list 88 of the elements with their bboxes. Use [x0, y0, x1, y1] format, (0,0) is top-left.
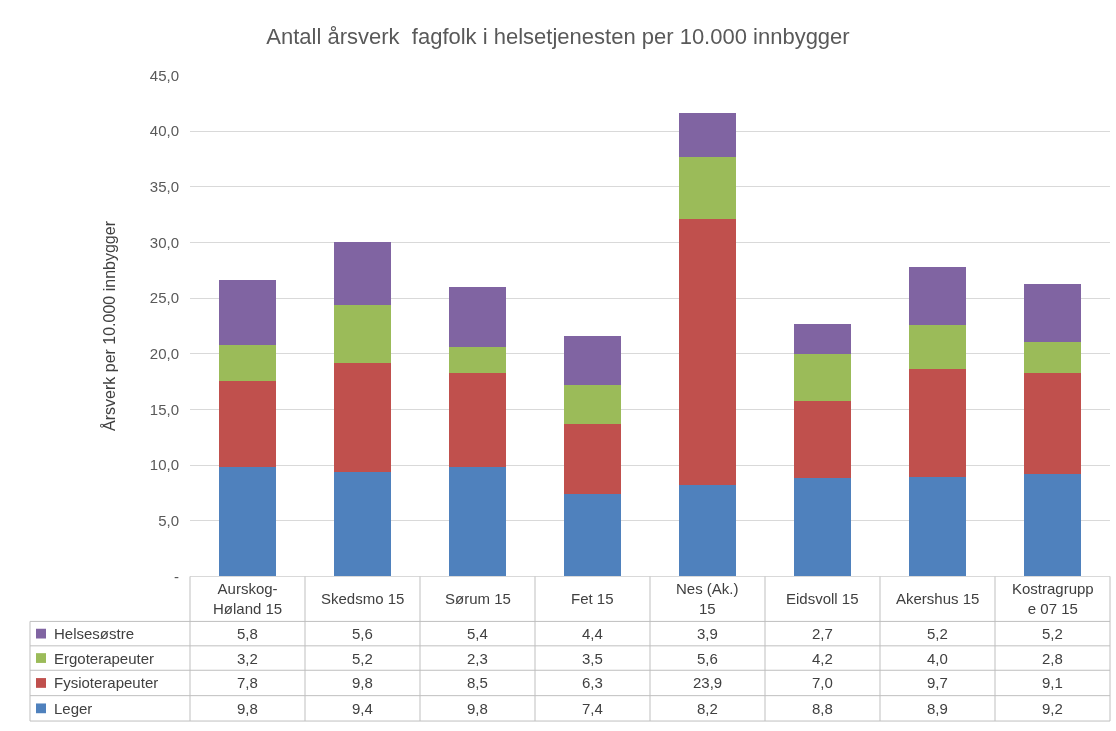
data-label: 9,2: [1042, 700, 1063, 717]
data-label: 9,7: [927, 674, 948, 691]
bar: [333, 471, 392, 577]
bar: [563, 494, 622, 577]
bar: [793, 400, 852, 479]
legend-label: Ergoterapeuter: [54, 650, 155, 667]
bar: [678, 113, 737, 157]
data-label: 7,8: [237, 674, 258, 691]
x-tick-label: Eidsvoll 15: [786, 590, 859, 607]
y-tick-label: 25,0: [149, 289, 179, 307]
data-label: 5,4: [467, 625, 488, 642]
bar: [793, 353, 852, 401]
bar: [908, 324, 967, 370]
bar: [448, 286, 507, 348]
x-tick-label: Sørum 15: [445, 590, 511, 607]
y-tick-label: -: [174, 567, 179, 585]
legend-label: Leger: [54, 700, 93, 717]
bar: [218, 280, 277, 345]
x-tick-label: Aurskog-Høland 15: [213, 580, 283, 617]
bar: [678, 219, 737, 486]
bar: [448, 347, 507, 373]
data-label: 4,4: [582, 625, 603, 642]
data-label: 5,2: [927, 625, 948, 642]
bar: [908, 369, 967, 478]
y-tick-label: 15,0: [149, 400, 179, 418]
bar: [678, 485, 737, 577]
y-tick-label: 20,0: [149, 345, 179, 363]
y-tick-label: 45,0: [149, 66, 179, 84]
data-label: 7,4: [582, 700, 603, 717]
data-label: 9,4: [352, 700, 373, 717]
x-tick-label: Kostragruppe 07 15: [1012, 580, 1094, 617]
x-tick-label: Fet 15: [571, 590, 614, 607]
x-tick-label: Skedsmo 15: [321, 590, 405, 607]
bar: [1023, 372, 1082, 475]
data-label: 23,9: [693, 674, 723, 691]
data-label: 5,6: [697, 650, 718, 667]
bar: [678, 156, 737, 220]
bar: [563, 335, 622, 385]
data-label: 7,0: [812, 674, 833, 691]
y-tick-label: 40,0: [149, 122, 179, 140]
data-label: 2,7: [812, 625, 833, 642]
data-label: 9,8: [237, 700, 258, 717]
bar: [218, 344, 277, 381]
bar: [563, 423, 622, 495]
bar: [1023, 283, 1082, 342]
bar: [793, 478, 852, 577]
bar: [448, 372, 507, 468]
data-label: 9,1: [1042, 674, 1063, 691]
y-tick-label: 35,0: [149, 178, 179, 196]
data-label: 9,8: [467, 700, 488, 717]
bar: [908, 266, 967, 325]
data-label: 2,3: [467, 650, 488, 667]
legend-label: Helsesøstre: [54, 625, 135, 642]
data-label: 8,8: [812, 700, 833, 717]
data-label: 5,2: [352, 650, 373, 667]
data-label: 2,8: [1042, 650, 1063, 667]
bar: [793, 323, 852, 354]
x-tick-label: Akershus 15: [896, 590, 980, 607]
bar: [333, 362, 392, 472]
y-tick-label: 10,0: [149, 456, 179, 474]
y-axis-title: Årsverk per 10.000 innbygger: [99, 220, 118, 431]
data-label: 4,0: [927, 650, 948, 667]
bar: [218, 380, 277, 468]
bar: [333, 304, 392, 363]
chart-title: Antall årsverk fagfolk i helsetjenesten per 10.000 innbygger: [266, 23, 850, 49]
data-label: 3,5: [582, 650, 603, 667]
data-label: 3,9: [697, 625, 718, 642]
data-label: 3,2: [237, 650, 258, 667]
data-label: 5,8: [237, 625, 258, 642]
y-tick-label: 5,0: [158, 512, 179, 530]
data-label: 5,2: [1042, 625, 1063, 642]
data-label: 6,3: [582, 674, 603, 691]
data-label: 9,8: [352, 674, 373, 691]
bar: [218, 467, 277, 577]
data-label: 5,6: [352, 625, 373, 642]
data-label: 8,9: [927, 700, 948, 717]
data-label: 8,5: [467, 674, 488, 691]
bar: [448, 467, 507, 577]
y-tick-label: 30,0: [149, 233, 179, 251]
bar: [333, 242, 392, 305]
bar: [1023, 474, 1082, 577]
bar: [563, 384, 622, 424]
bar: [1023, 341, 1082, 373]
bar: [908, 477, 967, 577]
data-label: 8,2: [697, 700, 718, 717]
legend-label: Fysioterapeuter: [54, 674, 159, 691]
x-tick-label: Nes (Ak.) 15: [676, 580, 739, 617]
data-label: 4,2: [812, 650, 833, 667]
